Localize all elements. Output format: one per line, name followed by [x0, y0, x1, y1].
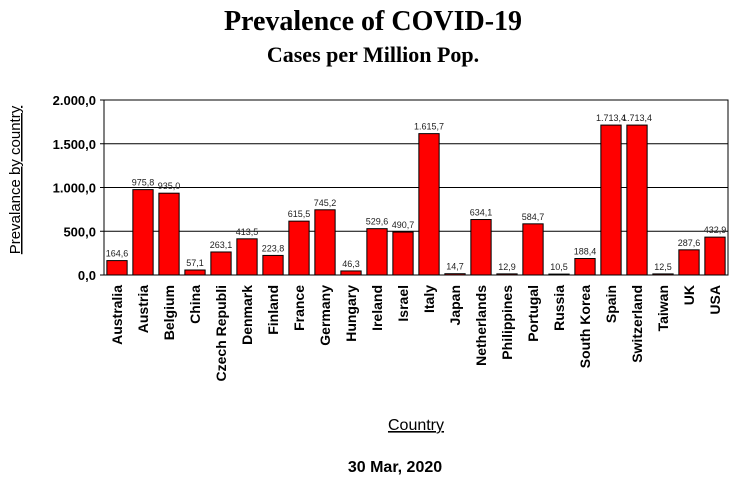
data-label: 12,9 — [498, 262, 516, 272]
x-tick-label: France — [291, 285, 307, 331]
bar — [366, 228, 388, 276]
bar — [210, 251, 232, 276]
x-tick-label: Israel — [395, 285, 411, 322]
bar — [626, 124, 648, 276]
bar — [470, 219, 492, 276]
x-tick-label: Belgium — [161, 285, 177, 340]
y-tick-label: 2.000,0 — [53, 93, 96, 108]
data-label: 164,6 — [106, 249, 129, 259]
x-tick-label: South Korea — [577, 285, 593, 368]
y-tick-label: 500,0 — [63, 224, 96, 239]
data-label: 584,7 — [522, 212, 545, 222]
x-tick-label: Switzerland — [629, 285, 645, 363]
x-tick-label: Philippines — [499, 285, 515, 360]
x-tick-label: Russia — [551, 285, 567, 331]
data-label: 634,1 — [470, 208, 493, 218]
chart-title: Prevalence of COVID-19 — [223, 6, 523, 37]
bar — [418, 133, 440, 276]
y-tick-label: 1.000,0 — [53, 181, 96, 196]
bar — [704, 236, 726, 276]
data-label: 615,5 — [288, 209, 311, 219]
x-tick-label: Italy — [421, 285, 437, 313]
x-tick-label: Spain — [603, 285, 619, 323]
x-tick-label: Netherlands — [473, 285, 489, 366]
data-label: 1.615,7 — [414, 122, 444, 132]
x-tick-label: Japan — [447, 285, 463, 325]
bar — [184, 269, 206, 276]
x-tick-label: China — [187, 285, 203, 324]
data-label: 12,5 — [654, 262, 672, 272]
bar — [574, 258, 596, 276]
bar — [522, 223, 544, 276]
bars — [106, 124, 726, 276]
x-tick-label: Australia — [109, 285, 125, 345]
bar — [132, 189, 154, 276]
grid-lines — [104, 143, 728, 232]
data-label: 263,1 — [210, 240, 233, 250]
data-label: 57,1 — [186, 258, 204, 268]
x-tick-label: Finland — [265, 285, 281, 335]
x-tick-label: Ireland — [369, 285, 385, 331]
bar — [262, 254, 284, 276]
x-tick-label: Czech Republi — [213, 285, 229, 381]
bar — [678, 249, 700, 276]
x-tick-label: USA — [707, 285, 723, 315]
bar — [392, 231, 414, 276]
data-label: 975,8 — [132, 178, 155, 188]
plot-frame — [103, 99, 729, 276]
data-label: 490,7 — [392, 220, 415, 230]
chart-subtitle: Cases per Million Pop. — [266, 42, 480, 67]
data-label: 1.713,4 — [596, 113, 626, 123]
x-tick-label: Taiwan — [655, 285, 671, 331]
bar — [340, 270, 362, 276]
data-label: 935,0 — [158, 181, 181, 191]
bar — [236, 238, 258, 276]
x-tick-label: Hungary — [343, 285, 359, 342]
data-label: 188,4 — [574, 247, 597, 257]
data-label: 413,5 — [236, 227, 259, 237]
x-tick-label: UK — [681, 285, 697, 305]
data-label: 1.713,4 — [622, 113, 652, 123]
data-label: 223,8 — [262, 243, 285, 253]
x-tick-label: Austria — [135, 285, 151, 333]
bar — [106, 260, 128, 276]
data-label: 46,3 — [342, 259, 360, 269]
y-axis-ticks: 0,0 500,0 1.000,0 1.500,0 2.000,0 — [53, 93, 104, 283]
y-tick-label: 1.500,0 — [53, 137, 96, 152]
bar — [288, 220, 310, 276]
bar — [314, 209, 336, 276]
data-label: 10,5 — [550, 262, 568, 272]
data-label: 529,6 — [366, 217, 389, 227]
chart-date: 30 Mar, 2020 — [348, 459, 442, 476]
x-tick-label: Denmark — [239, 285, 255, 345]
data-label: 745,2 — [314, 198, 337, 208]
y-tick-label: 0,0 — [78, 268, 96, 283]
data-label: 14,7 — [446, 262, 464, 272]
x-axis-ticks: Australia Austria Belgium China Czech Republ… — [109, 285, 723, 382]
x-tick-label: Germany — [317, 285, 333, 346]
x-tick-label: Portugal — [525, 285, 541, 342]
bar — [158, 192, 180, 276]
data-label: 287,6 — [678, 238, 701, 248]
bar — [600, 124, 622, 276]
data-label: 432,9 — [704, 225, 727, 235]
y-axis-label: Prevalance by country — [7, 105, 24, 254]
x-axis-label: Country — [388, 417, 444, 434]
